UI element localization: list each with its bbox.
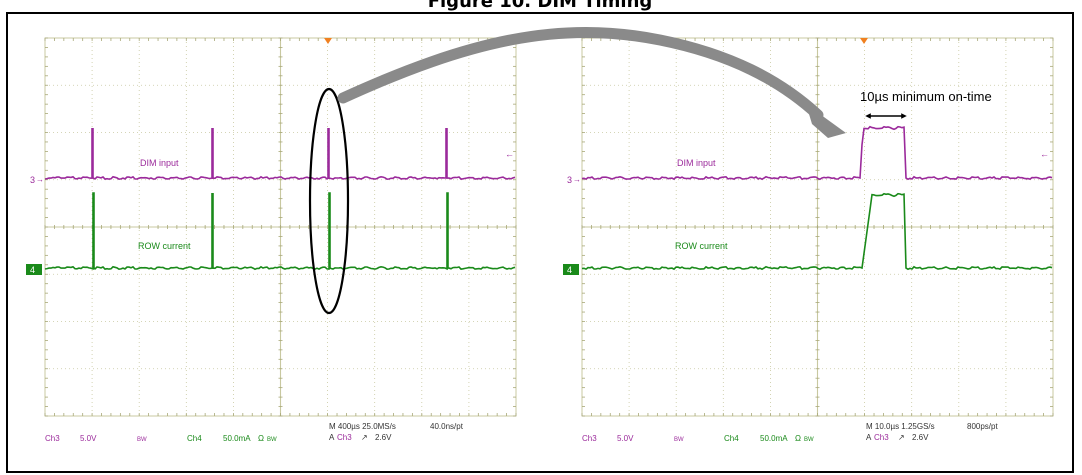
svg-text:3: 3 <box>30 175 35 185</box>
left-trigger-level: 2.6V <box>375 433 392 442</box>
figure-title: Figure 10. DIM Timing <box>427 0 653 12</box>
magnification-annotation: 10µs minimum on-time <box>308 26 992 315</box>
left-ch3-bw: BW <box>137 437 147 443</box>
right-sample-rate: 800ps/pt <box>967 422 998 431</box>
right-row-label: ROW current <box>675 241 728 251</box>
right-trigger-channel: Ch3 <box>874 433 889 442</box>
left-ch4-marker: 4 <box>26 264 42 275</box>
left-timebase: M 400µs 25.0MS/s <box>329 422 396 431</box>
right-ch4-bw: BW <box>804 437 814 443</box>
left-ch3-marker: 3 → <box>30 175 44 185</box>
left-ch4-bw: BW <box>267 437 277 443</box>
right-ch3-bw: BW <box>674 437 684 443</box>
right-graticule <box>581 37 1054 417</box>
left-ch3-label: Ch3 <box>45 434 60 443</box>
right-ch3-marker: 3 → <box>567 175 581 185</box>
left-graticule <box>44 37 517 417</box>
right-dim-label: DIM input <box>677 158 716 168</box>
svg-text:→: → <box>36 175 44 184</box>
right-trigger-level: 2.6V <box>912 433 929 442</box>
left-row-label: ROW current <box>138 241 191 251</box>
right-trigger-slope: ↗ <box>898 433 905 442</box>
right-ch3-label: Ch3 <box>582 434 597 443</box>
left-ch4-label: Ch4 <box>187 434 202 443</box>
left-trigger-marker <box>324 38 332 44</box>
left-trigger-slope: ↗ <box>361 433 368 442</box>
right-trigger-source: A <box>866 433 872 442</box>
right-timebase: M 10.0µs 1.25GS/s <box>866 422 935 431</box>
callout-arrow <box>337 26 824 121</box>
min-on-time-callout: 10µs minimum on-time <box>860 89 992 104</box>
right-trigger-marker <box>860 38 868 44</box>
right-dim-trace <box>581 125 1053 181</box>
svg-text:4: 4 <box>30 265 35 275</box>
left-dim-trace <box>44 127 516 181</box>
left-trigger-source: A <box>329 433 335 442</box>
right-ch4-unit: Ω <box>795 434 801 443</box>
callout-arrowhead <box>806 104 846 138</box>
left-ch4-unit: Ω <box>258 434 264 443</box>
svg-text:→: → <box>573 175 581 184</box>
svg-text:3: 3 <box>567 175 572 185</box>
figure-frame <box>6 12 1074 473</box>
left-ch4-scale: 50.0mA <box>223 434 251 443</box>
left-scope-readout: Ch3 5.0V BW Ch4 50.0mA Ω BW M 400µs 25.0… <box>45 422 464 443</box>
highlight-ellipse <box>308 87 350 315</box>
left-sample-rate: 40.0ns/pt <box>430 422 464 431</box>
left-ch3-scale: 5.0V <box>80 434 97 443</box>
right-scope-readout: Ch3 5.0V BW Ch4 50.0mA Ω BW M 10.0µs 1.2… <box>582 422 998 443</box>
left-level-marker: ← <box>505 149 514 159</box>
left-scope-panel: DIM input ROW current 3 → 4 ← Ch3 5.0V B… <box>26 37 517 443</box>
right-row-trace <box>581 192 1053 271</box>
left-trigger-channel: Ch3 <box>337 433 352 442</box>
right-level-marker: ← <box>1040 149 1049 159</box>
right-ch3-scale: 5.0V <box>617 434 634 443</box>
right-scope-panel: DIM input ROW current 3 → 4 ← Ch3 5.0V B… <box>563 37 1054 443</box>
left-dim-label: DIM input <box>140 158 179 168</box>
svg-text:4: 4 <box>567 265 572 275</box>
right-ch4-marker: 4 <box>563 264 579 275</box>
right-ch4-scale: 50.0mA <box>760 434 788 443</box>
right-ch4-label: Ch4 <box>724 434 739 443</box>
left-row-trace <box>44 192 516 271</box>
